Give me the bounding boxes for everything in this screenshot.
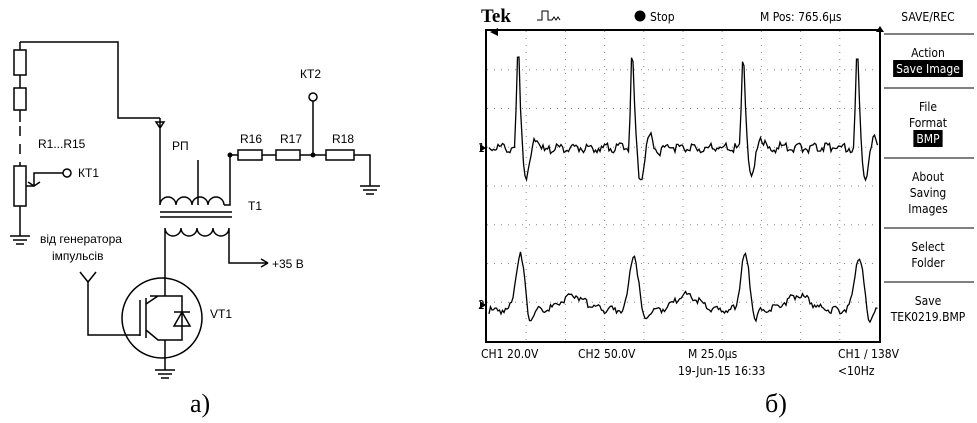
label: імпульсів	[52, 249, 103, 263]
test-point	[309, 93, 317, 101]
run-state: Stop	[650, 10, 675, 24]
transistor-wiring	[88, 282, 190, 370]
position: M Pos: 765.6µs	[760, 10, 842, 24]
input-terminal	[80, 272, 96, 282]
junction	[311, 153, 316, 158]
brand: Tek	[481, 6, 511, 27]
menu-value: BMP	[916, 132, 940, 146]
menu-item: Action	[911, 46, 945, 60]
figure: R1...R15 КТ1 РП Т1 +35 В КТ2 R16 R17 R18…	[0, 0, 977, 423]
footer-ch1: CH1 20.0V	[481, 347, 539, 361]
menu-item: Saving	[910, 186, 947, 200]
menu-item: About	[912, 170, 944, 184]
test-point	[63, 169, 71, 177]
footer-trigger: CH1 ∕ 138V	[838, 347, 900, 361]
menu-value: TEK0219.BMP	[890, 310, 966, 324]
ground	[10, 236, 30, 244]
label: РП	[172, 139, 189, 153]
menu-item: Format	[909, 116, 947, 130]
ground	[155, 370, 175, 378]
core	[160, 212, 232, 217]
label: +35 В	[272, 257, 304, 271]
label: R18	[332, 132, 354, 146]
menu-item: File	[919, 100, 937, 114]
resistor	[326, 150, 354, 160]
menu-title: SAVE/REC	[901, 10, 954, 24]
secondary-winding	[165, 228, 268, 282]
run-indicator	[635, 11, 646, 22]
circuit: R1...R15 КТ1 РП Т1 +35 В КТ2 R16 R17 R18…	[10, 42, 380, 378]
label: R1...R15	[38, 137, 86, 151]
footer-date: 19-Jun-15 16:33	[678, 364, 765, 378]
menu-item: Save	[915, 294, 942, 308]
oscilloscope: Tek Stop M Pos: 765.6µs 1 2 CH1 20.0V CH…	[478, 6, 974, 378]
label: R17	[280, 132, 302, 146]
label: КТ2	[300, 67, 321, 81]
resistor	[14, 166, 26, 206]
footer-ch2: CH2 50.0V	[578, 347, 636, 361]
caption: б)	[765, 389, 787, 418]
ground	[360, 186, 380, 194]
trigger-icon	[537, 11, 560, 20]
menu-item: Images	[908, 202, 948, 216]
junction	[228, 153, 233, 158]
resistor	[14, 88, 26, 110]
label: VT1	[210, 307, 232, 321]
resistor	[238, 150, 262, 160]
resistor	[14, 50, 26, 75]
label: Т1	[248, 199, 262, 213]
footer-timebase: M 25.0µs	[688, 347, 738, 361]
menu-item: Select	[911, 240, 944, 254]
resistor	[276, 150, 300, 160]
label: R16	[240, 132, 262, 146]
label: КТ1	[78, 166, 99, 180]
caption: а)	[190, 389, 210, 418]
wire	[156, 118, 164, 190]
transistor	[122, 278, 202, 358]
footer-frequency: <10Hz	[838, 364, 875, 378]
label: від генератора	[40, 232, 122, 246]
primary-winding	[160, 155, 238, 205]
menu-item: Folder	[911, 256, 945, 270]
menu-value: Save Image	[896, 62, 960, 76]
